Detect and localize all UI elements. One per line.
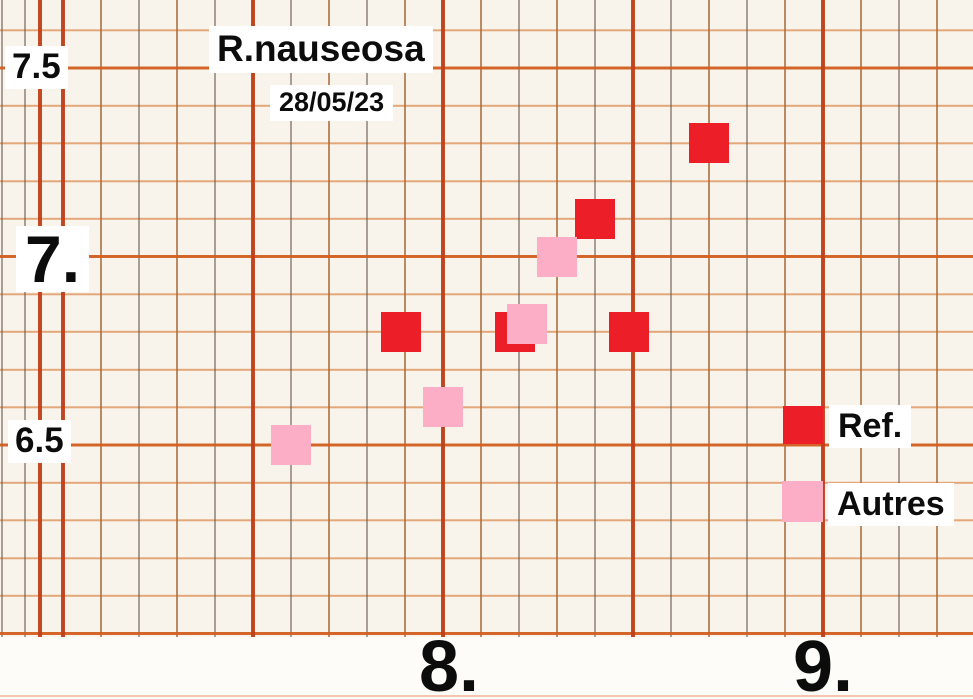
y-axis-tick-7-5: 7.5 xyxy=(5,46,68,89)
y-axis-tick-6-5: 6.5 xyxy=(8,420,71,463)
x-axis-tick-9: 9. xyxy=(793,627,854,699)
plot-area xyxy=(0,0,973,637)
data-point-ref xyxy=(609,311,650,352)
x-axis-tick-8: 8. xyxy=(419,627,480,699)
data-point-autres xyxy=(506,304,547,345)
paper-bottom-edge-line xyxy=(0,695,973,697)
data-point-ref xyxy=(689,123,729,164)
chart-date: 28/05/23 xyxy=(270,85,394,121)
data-point-ref xyxy=(381,311,422,352)
x-axis-strip xyxy=(0,637,973,699)
chart-title: R.nauseosa xyxy=(209,26,433,73)
data-point-autres xyxy=(537,236,577,277)
y-axis-tick-7-0: 7. xyxy=(16,226,90,292)
legend-autres-label: Autres xyxy=(828,483,954,527)
legend-ref-swatch xyxy=(783,406,823,444)
legend-ref-label: Ref. xyxy=(829,405,912,449)
data-point-autres xyxy=(423,387,463,428)
legend-autres-swatch xyxy=(782,481,823,522)
data-point-autres xyxy=(271,425,311,465)
data-point-ref xyxy=(575,198,615,239)
